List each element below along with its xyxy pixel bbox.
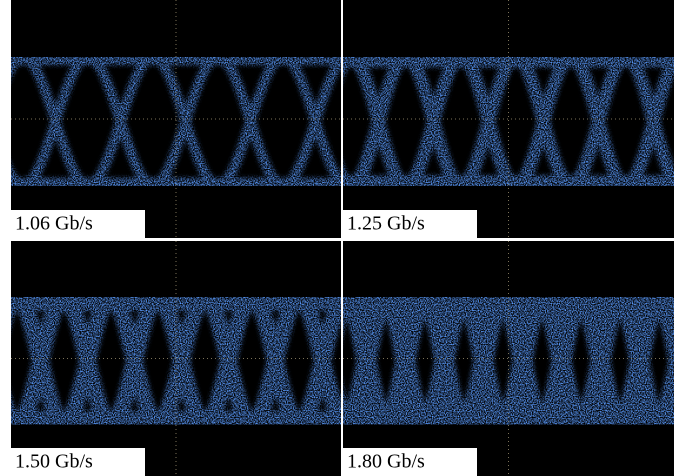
- label-box: [343, 448, 477, 476]
- eye-panel: 1.25 Gb/s: [343, 0, 674, 238]
- transitions: [343, 287, 674, 435]
- transitions: [11, 288, 341, 433]
- label-box: [343, 210, 477, 238]
- panel-label: 1.80 Gb/s: [347, 451, 425, 473]
- trace-group: [11, 49, 341, 194]
- panel-label: 1.50 Gb/s: [15, 451, 93, 473]
- eye-trace: [343, 0, 674, 238]
- panel-label: 1.25 Gb/s: [347, 213, 425, 235]
- screen: [343, 241, 674, 476]
- eye-panel: 1.06 Gb/s: [11, 0, 341, 238]
- label-box: [11, 210, 145, 238]
- transitions: [343, 50, 674, 193]
- screen: [11, 0, 341, 238]
- trace-group: [343, 46, 674, 197]
- label-box: [11, 448, 145, 476]
- eye-trace: [343, 241, 674, 476]
- eye-panel: 1.50 Gb/s: [11, 241, 341, 476]
- eye-panel: 1.80 Gb/s: [343, 241, 674, 476]
- panel-label: 1.06 Gb/s: [15, 213, 93, 235]
- eye-trace: [11, 241, 341, 476]
- eye-trace: [11, 0, 341, 238]
- transitions: [11, 52, 341, 191]
- screen: [343, 0, 674, 238]
